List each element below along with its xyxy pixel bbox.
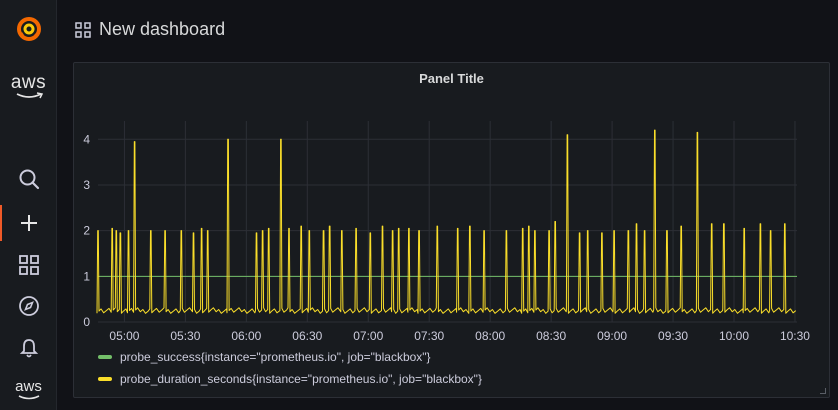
sidebar: aws aws (0, 0, 57, 410)
legend-label: probe_success{instance="prometheus.io", … (120, 350, 431, 364)
dashboard-title[interactable]: New dashboard (99, 19, 226, 39)
dashboard-grid-icon (75, 22, 91, 43)
x-tick-label: 09:30 (658, 329, 688, 343)
aws-logo-icon[interactable]: aws (0, 376, 57, 404)
x-tick-label: 10:30 (780, 329, 810, 343)
y-tick-label: 3 (83, 178, 90, 192)
alerting-bell-icon[interactable] (0, 335, 57, 361)
explore-compass-icon[interactable] (0, 293, 57, 319)
active-indicator (0, 205, 2, 241)
x-tick-label: 06:00 (231, 329, 261, 343)
aws-logo-icon[interactable]: aws (0, 70, 57, 104)
series-line-probe-duration (96, 129, 797, 314)
y-tick-label: 1 (83, 269, 90, 283)
legend-label: probe_duration_seconds{instance="prometh… (120, 372, 482, 386)
time-series-chart[interactable]: 0 1 2 3 4 05:00 05:30 06:00 06:30 07:00 07:30 08:00… (74, 63, 831, 343)
y-tick-label: 0 (83, 315, 90, 329)
legend-item-probe-duration[interactable]: probe_duration_seconds{instance="prometh… (98, 368, 482, 390)
plus-icon[interactable] (0, 210, 57, 236)
x-tick-label: 05:00 (109, 329, 139, 343)
y-tick-label: 4 (83, 132, 90, 146)
x-tick-label: 07:00 (353, 329, 383, 343)
legend-swatch (98, 377, 112, 381)
grafana-logo-icon[interactable] (0, 14, 57, 44)
x-tick-label: 10:00 (719, 329, 749, 343)
legend-swatch (98, 355, 112, 359)
x-tick-label: 07:30 (414, 329, 444, 343)
x-tick-label: 05:30 (170, 329, 200, 343)
search-icon[interactable] (0, 166, 57, 192)
graph-panel: Panel Title 0 1 2 3 4 05:00 05:30 06:00 06:30 07:… (73, 62, 830, 398)
panel-title[interactable]: Panel Title (419, 71, 484, 86)
aws-logo-text: aws (15, 377, 42, 395)
legend-item-probe-success[interactable]: probe_success{instance="prometheus.io", … (98, 346, 482, 368)
aws-logo-text: aws (10, 72, 47, 93)
y-tick-label: 2 (83, 224, 90, 238)
x-tick-label: 09:00 (597, 329, 627, 343)
x-tick-label: 08:30 (536, 329, 566, 343)
panel-resize-handle[interactable] (820, 388, 826, 394)
x-tick-label: 08:00 (475, 329, 505, 343)
dashboard-header: New dashboard (57, 0, 838, 58)
dashboards-icon[interactable] (0, 252, 57, 278)
x-tick-label: 06:30 (292, 329, 322, 343)
legend: probe_success{instance="prometheus.io", … (98, 346, 482, 390)
